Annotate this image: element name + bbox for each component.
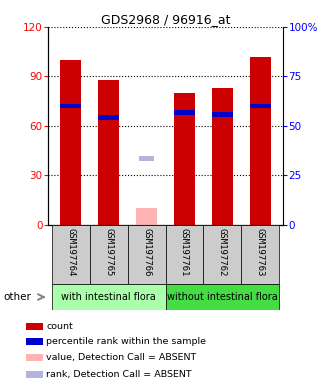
- Bar: [98, 79, 119, 225]
- Text: GSM197764: GSM197764: [66, 228, 75, 276]
- Bar: [250, 56, 271, 225]
- Bar: [26, 371, 43, 378]
- Bar: [166, 284, 279, 310]
- Text: GSM197762: GSM197762: [218, 228, 227, 276]
- Bar: [139, 156, 154, 161]
- Text: with intestinal flora: with intestinal flora: [61, 292, 156, 302]
- Bar: [241, 225, 279, 284]
- Bar: [174, 110, 195, 115]
- Bar: [212, 88, 233, 225]
- Text: GSM197766: GSM197766: [142, 228, 151, 276]
- Bar: [204, 225, 241, 284]
- Bar: [26, 323, 43, 330]
- Text: value, Detection Call = ABSENT: value, Detection Call = ABSENT: [46, 353, 197, 362]
- Text: count: count: [46, 322, 73, 331]
- Bar: [212, 112, 233, 117]
- Bar: [98, 115, 119, 120]
- Text: percentile rank within the sample: percentile rank within the sample: [46, 337, 207, 346]
- Bar: [26, 338, 43, 345]
- Bar: [90, 225, 127, 284]
- Bar: [60, 60, 81, 225]
- Text: rank, Detection Call = ABSENT: rank, Detection Call = ABSENT: [46, 370, 192, 379]
- Title: GDS2968 / 96916_at: GDS2968 / 96916_at: [101, 13, 230, 26]
- Bar: [52, 284, 166, 310]
- Bar: [60, 104, 81, 108]
- Bar: [166, 225, 204, 284]
- Text: GSM197765: GSM197765: [104, 228, 113, 276]
- Bar: [127, 225, 166, 284]
- Text: other: other: [3, 292, 31, 302]
- Text: without intestinal flora: without intestinal flora: [167, 292, 278, 302]
- Text: GSM197761: GSM197761: [180, 228, 189, 276]
- Bar: [136, 208, 157, 225]
- Text: GSM197763: GSM197763: [256, 228, 265, 276]
- Bar: [52, 225, 90, 284]
- Bar: [174, 93, 195, 225]
- Bar: [250, 104, 271, 108]
- Bar: [26, 354, 43, 361]
